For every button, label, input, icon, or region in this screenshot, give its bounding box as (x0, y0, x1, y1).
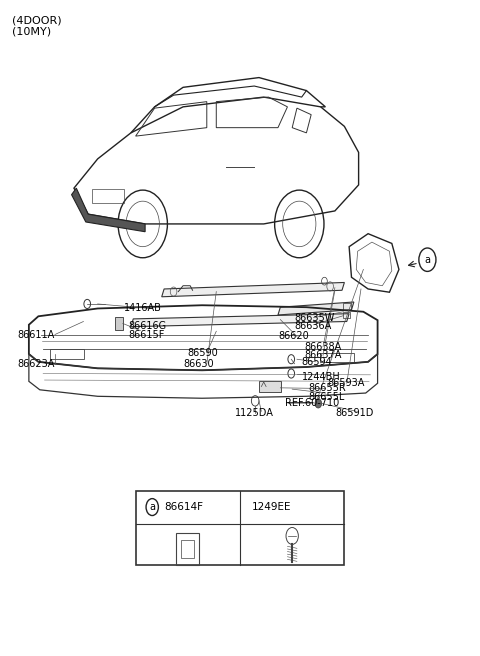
Text: 86623A: 86623A (17, 359, 54, 369)
Text: 86638A: 86638A (304, 342, 341, 352)
Text: 86655R: 86655R (309, 384, 347, 394)
Text: 86637A: 86637A (304, 350, 341, 360)
Text: 86655L: 86655L (309, 392, 345, 402)
Text: 86593A: 86593A (328, 379, 365, 388)
Text: (10MY): (10MY) (12, 27, 51, 37)
Text: 86615F: 86615F (129, 329, 165, 340)
Text: 86594: 86594 (301, 357, 333, 367)
Text: 86616G: 86616G (129, 321, 167, 331)
Polygon shape (131, 314, 349, 327)
Text: 86630: 86630 (183, 359, 214, 369)
FancyBboxPatch shape (259, 381, 281, 392)
Circle shape (315, 399, 322, 408)
Polygon shape (72, 188, 145, 232)
Text: 86620: 86620 (278, 331, 309, 342)
Text: 86635W: 86635W (295, 313, 335, 323)
FancyBboxPatch shape (115, 317, 123, 330)
Text: 86591D: 86591D (335, 407, 373, 418)
Polygon shape (278, 302, 354, 315)
Text: a: a (424, 255, 431, 265)
Text: a: a (149, 502, 155, 512)
Bar (343, 312, 350, 318)
Text: 1416AB: 1416AB (124, 304, 162, 314)
Text: REF.60-710: REF.60-710 (285, 398, 339, 408)
Text: 86614F: 86614F (164, 502, 203, 512)
Text: (4DOOR): (4DOOR) (12, 16, 62, 26)
Polygon shape (162, 283, 344, 297)
Text: 86611A: 86611A (17, 329, 54, 340)
Text: 86590: 86590 (188, 348, 218, 358)
Bar (343, 303, 350, 310)
Text: 86636A: 86636A (295, 321, 332, 331)
Text: 1249EE: 1249EE (252, 502, 291, 512)
Text: 1244BH: 1244BH (301, 373, 340, 382)
Text: 1125DA: 1125DA (235, 407, 274, 418)
